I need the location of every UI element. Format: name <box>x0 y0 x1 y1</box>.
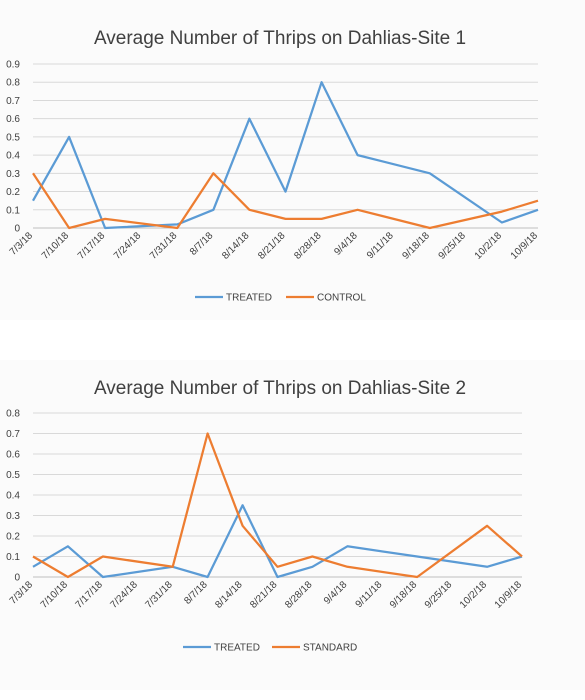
legend-label-standard: STANDARD <box>303 643 357 654</box>
chart-panel-site-2: Average Number of Thrips on Dahlias-Site… <box>0 360 585 690</box>
chart-title: Average Number of Thrips on Dahlias-Site… <box>93 28 467 49</box>
x-tick-label: 9/4/18 <box>322 579 350 607</box>
x-tick-label: 8/7/18 <box>188 230 216 258</box>
series-line-control <box>32 172 539 230</box>
y-tick-label: 0.1 <box>6 205 20 216</box>
y-tick-label: 0.1 <box>6 552 20 563</box>
x-tick-label: 9/11/18 <box>354 579 385 610</box>
x-tick-label: 10/2/18 <box>473 230 505 262</box>
x-tick-label: 10/2/18 <box>458 579 490 611</box>
series-line-treated <box>32 81 539 230</box>
x-tick-label: 8/28/18 <box>283 579 315 611</box>
y-tick-label: 0.5 <box>6 132 20 143</box>
x-tick-label: 9/25/18 <box>437 230 469 262</box>
y-tick-label: 0.6 <box>6 114 20 125</box>
y-tick-label: 0 <box>14 573 20 584</box>
x-tick-label: 8/28/18 <box>292 230 324 262</box>
y-tick-label: 0.2 <box>6 187 20 198</box>
x-tick-label: 9/4/18 <box>332 230 360 258</box>
x-tick-label: 9/25/18 <box>423 579 455 611</box>
chart-title: Average Number of Thrips on Dahlias-Site… <box>93 378 467 399</box>
y-tick-label: 0 <box>14 224 20 235</box>
x-tick-label: 10/9/18 <box>493 579 525 611</box>
y-tick-label: 0.5 <box>6 470 20 481</box>
series-line-treated <box>32 504 523 579</box>
x-tick-label: 7/24/18 <box>112 230 144 262</box>
legend-label-treated: TREATED <box>214 643 260 654</box>
y-tick-label: 0.3 <box>6 511 20 522</box>
x-tick-label: 8/21/18 <box>256 230 288 262</box>
y-tick-label: 0.9 <box>6 60 20 71</box>
y-tick-label: 0.4 <box>6 151 20 162</box>
x-tick-label: 7/10/18 <box>40 230 72 262</box>
x-tick-label: 7/3/18 <box>8 579 36 607</box>
y-tick-label: 0.3 <box>6 169 20 180</box>
y-tick-label: 0.7 <box>6 429 20 440</box>
y-tick-label: 0.4 <box>6 491 20 502</box>
y-tick-label: 0.7 <box>6 96 20 107</box>
chart-panel-site-1: Average Number of Thrips on Dahlias-Site… <box>0 0 585 320</box>
x-tick-label: 8/14/18 <box>213 579 245 611</box>
series-line-standard <box>32 432 523 579</box>
x-tick-label: 7/10/18 <box>39 579 71 611</box>
x-tick-label: 8/7/18 <box>182 579 210 607</box>
x-tick-label: 8/21/18 <box>248 579 280 611</box>
x-tick-label: 7/31/18 <box>143 579 175 611</box>
y-tick-label: 0.2 <box>6 532 20 543</box>
x-tick-label: 7/24/18 <box>109 579 141 611</box>
x-tick-label: 9/18/18 <box>388 579 420 611</box>
chart-site-2-plot: 00.10.20.30.40.50.60.70.87/3/18 7/10/18 7/… <box>6 409 525 654</box>
x-tick-label: 7/31/18 <box>148 230 180 262</box>
x-tick-label: 7/3/18 <box>8 230 36 258</box>
y-tick-label: 0.8 <box>6 78 20 89</box>
x-tick-label: 8/14/18 <box>220 230 252 262</box>
y-tick-label: 0.8 <box>6 409 20 420</box>
x-tick-label: 9/11/18 <box>365 230 396 261</box>
x-tick-label: 7/17/18 <box>76 230 108 262</box>
chart-site-1-plot: 0 0.1 0.2 0.3 0.4 0.5 0.6 0.7 0.8 0.9 7/3/18 7/10/1… <box>6 60 541 304</box>
legend-label-treated: TREATED <box>226 293 272 304</box>
legend-label-control: CONTROL <box>317 293 366 304</box>
y-tick-label: 0.6 <box>6 450 20 461</box>
x-tick-label: 10/9/18 <box>509 230 541 262</box>
x-tick-label: 7/17/18 <box>74 579 106 611</box>
x-tick-label: 9/18/18 <box>401 230 433 262</box>
